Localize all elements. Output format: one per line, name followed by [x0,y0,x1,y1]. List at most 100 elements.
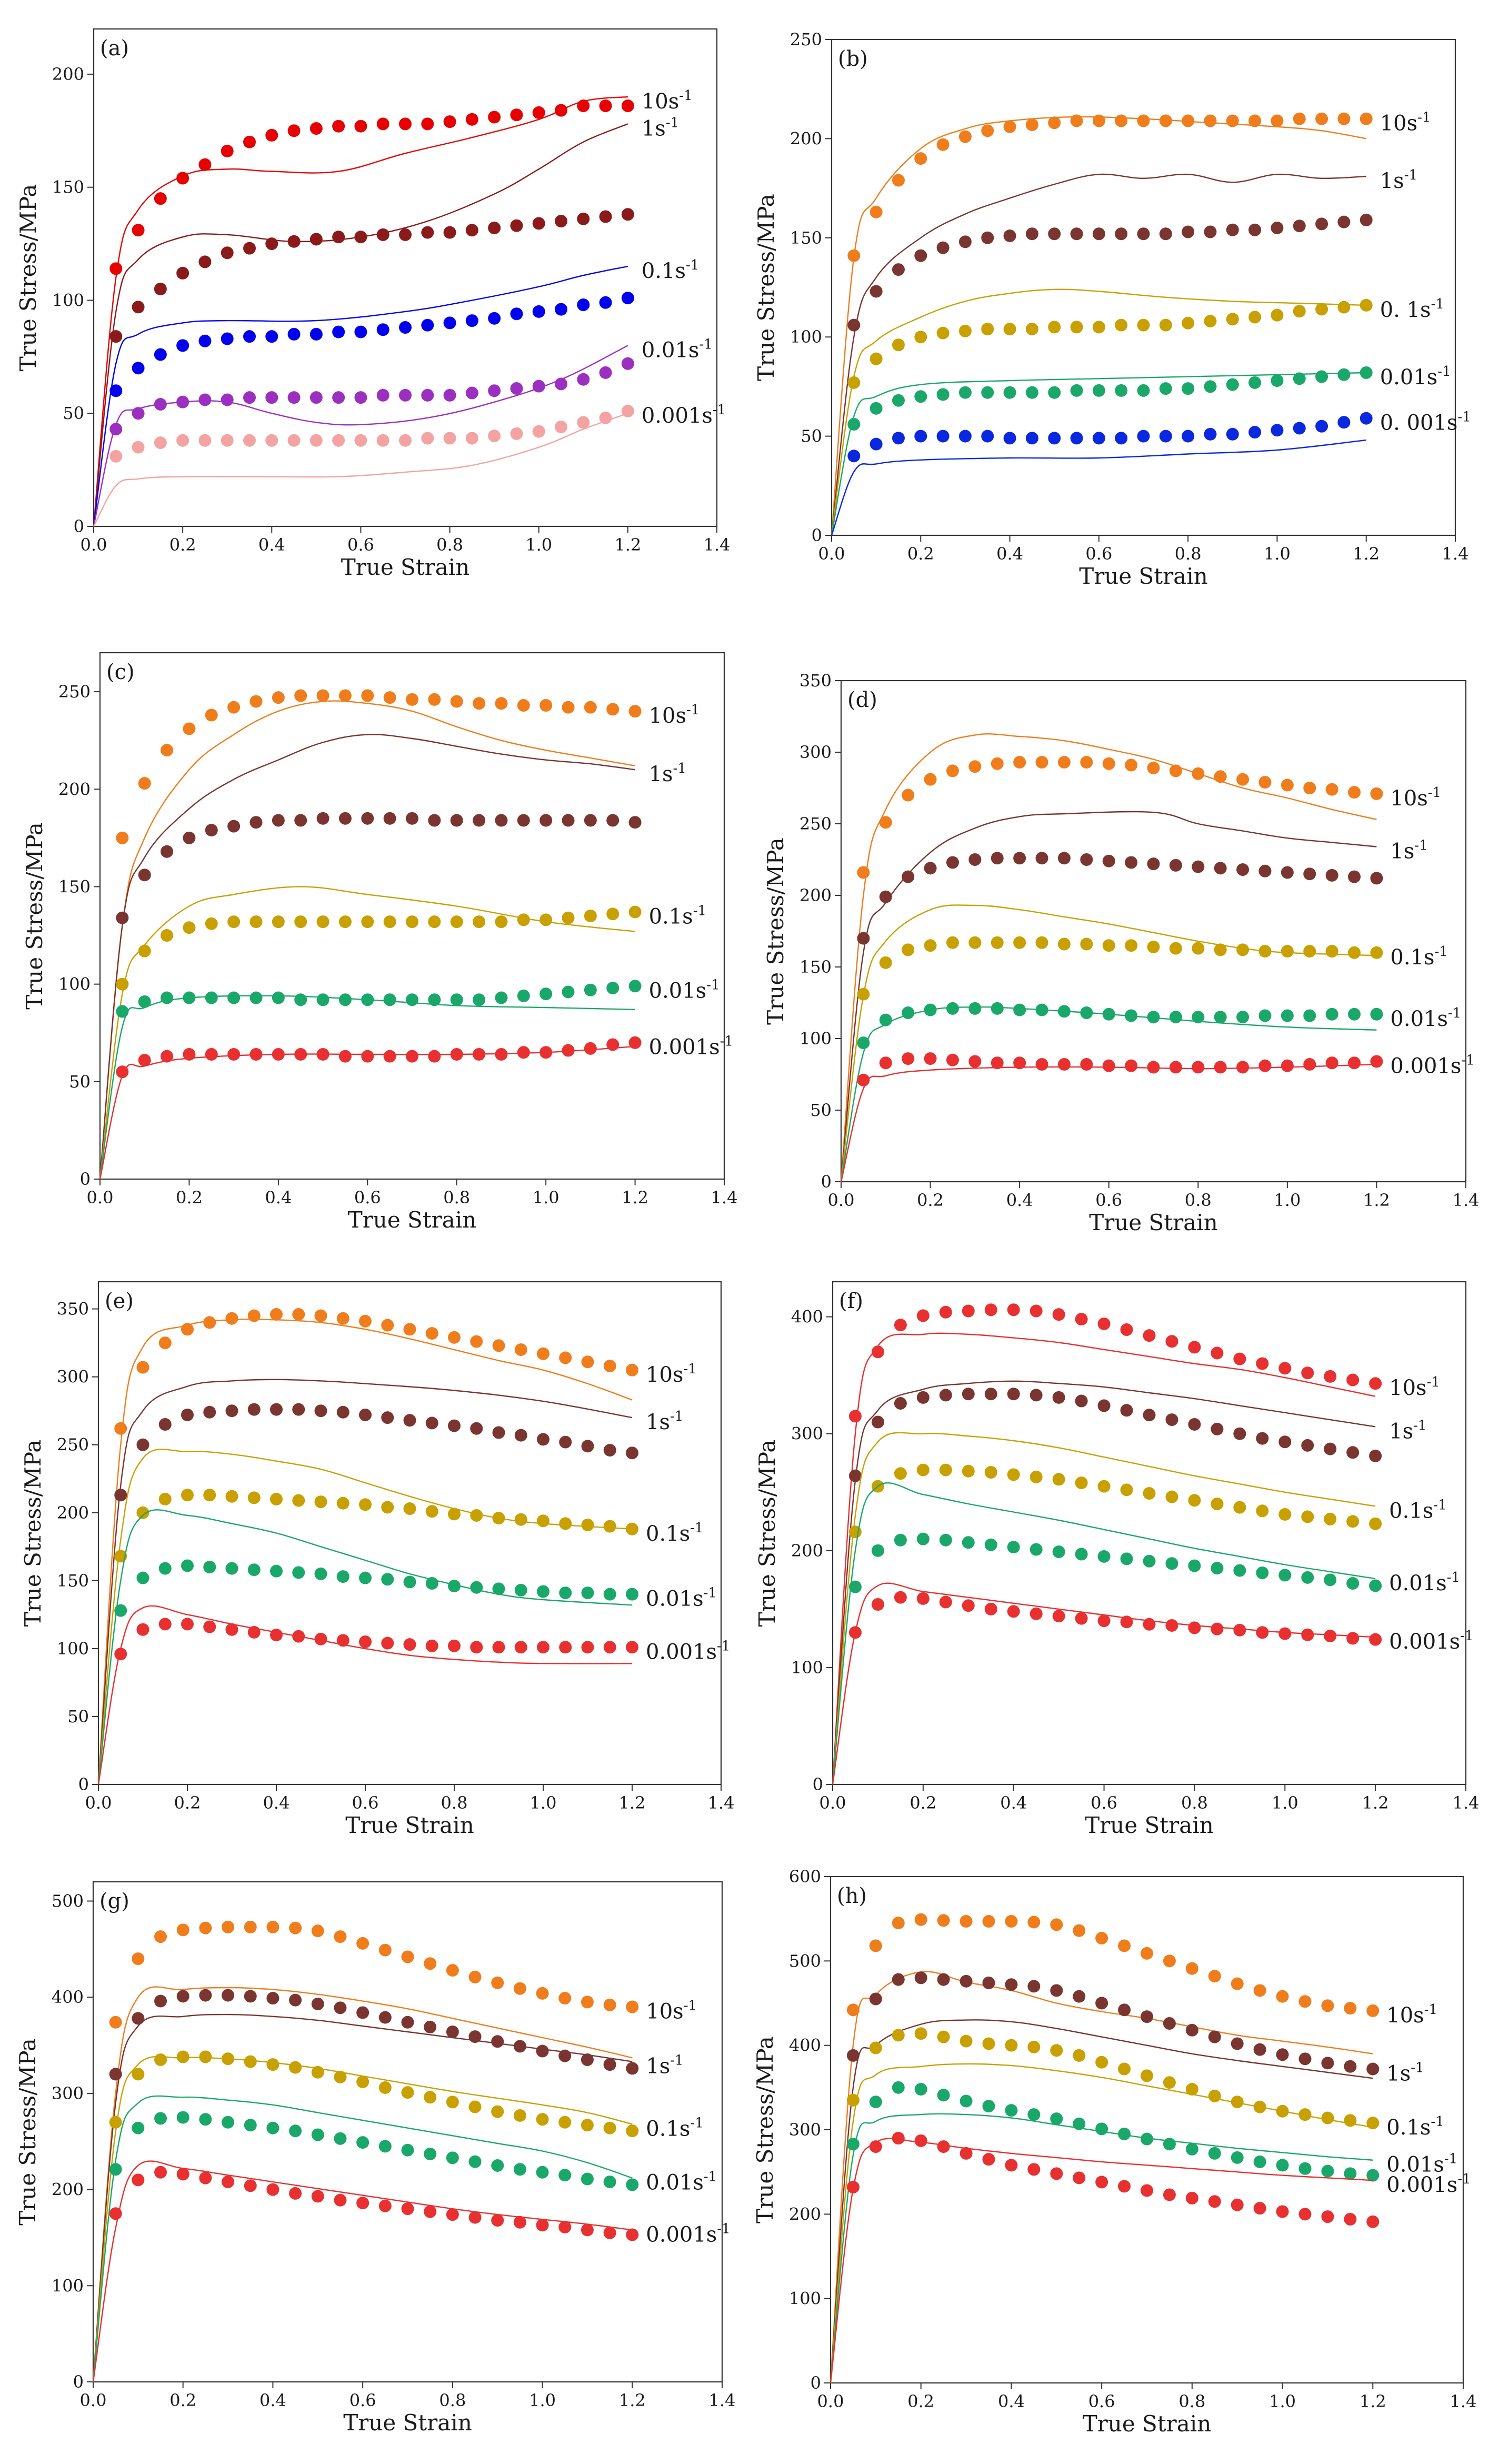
data-point [488,312,501,325]
series-2: 0.1s-1 [830,2027,1444,2383]
series-4: 0.001s-1 [832,1582,1474,1785]
data-point [584,1042,597,1055]
x-tick-label: 0.6 [1088,2391,1115,2411]
data-point [221,332,234,345]
data-point [902,1052,915,1065]
data-point [539,699,553,712]
y-tick-label: 250 [790,29,822,49]
data-point [1281,945,1294,958]
x-tick-label: 0.6 [349,2390,376,2410]
data-point [562,911,575,924]
strain-rate-label: 0.01s-1 [1390,1005,1461,1031]
strain-rate-label: 0.1s-1 [1386,2114,1444,2140]
data-point [991,936,1004,949]
data-point [536,2219,549,2232]
data-point [249,915,263,929]
series-2: 0.1s-1 [840,904,1448,1182]
data-point [154,398,167,411]
data-point [1321,2210,1334,2223]
data-point [1143,1329,1156,1342]
data-point [1370,1055,1383,1068]
data-point [1337,416,1351,429]
data-point [1095,2056,1108,2069]
x-tick-label: 0.6 [1095,1190,1122,1210]
data-point [376,228,389,241]
data-point [1163,2188,1176,2201]
data-point [199,1989,212,2002]
data-point [450,915,463,929]
data-point [314,1404,327,1418]
data-point [227,1048,241,1061]
data-point [1258,1009,1272,1022]
strain-rate-label-base: 0.001s [1386,2173,1457,2197]
x-tick-label: 0.2 [917,1190,944,1210]
data-point [406,812,418,825]
y-tick-label: 500 [789,1951,821,1971]
data-point [1366,2215,1380,2228]
y-tick-label: 100 [52,2276,84,2296]
data-point [1248,311,1262,324]
x-tick-label: 1.2 [614,535,641,555]
data-point [1346,1577,1360,1590]
data-point [1102,854,1115,867]
data-point [879,1013,892,1026]
data-point [1165,1619,1178,1632]
data-point [401,2016,414,2029]
data-point [1013,1056,1026,1070]
strain-rate-label: 0.01s-1 [649,977,720,1003]
data-point [401,2143,414,2157]
data-point [584,701,597,714]
data-point [309,434,323,447]
data-point [536,1987,549,2000]
plot-frame [99,652,725,1180]
data-point [1080,853,1093,866]
data-point [510,382,523,395]
data-point [401,1950,414,1963]
data-point [443,316,456,330]
x-tick-label: 1.4 [1450,2391,1477,2411]
data-point [1120,1615,1133,1629]
model-curve [830,2063,1373,2383]
data-point [376,388,389,402]
data-point [132,441,145,454]
data-point [272,691,285,704]
data-point [1035,756,1048,769]
data-point [879,816,892,829]
data-point [871,1345,884,1359]
data-point [1271,424,1284,437]
strain-rate-label-exponent: -1 [704,1585,717,1601]
data-point [1050,2167,1063,2180]
data-point [603,1588,616,1601]
data-point [939,1533,952,1547]
data-point [869,2096,882,2109]
series-4: 0.001s-1 [830,2132,1471,2383]
data-point [361,689,374,702]
data-point [1258,1059,1272,1072]
data-point [581,1519,594,1532]
data-point [517,814,530,827]
panel-label: (e) [105,1289,134,1313]
data-point [894,1319,907,1332]
strain-rate-label-base: 0. 001s [1380,411,1458,435]
data-point [892,394,905,407]
data-point [892,2132,905,2145]
data-point [1346,1632,1360,1645]
data-point [1226,223,1239,236]
data-point [962,1304,975,1318]
x-tick-label: 1.0 [530,1793,557,1813]
model-curve [832,1482,1376,1785]
data-point [287,391,301,404]
data-point [1214,770,1227,783]
y-tick-label: 500 [52,1891,84,1911]
strain-rate-label-base: 0.001s [642,404,713,428]
data-point [225,1562,238,1575]
panel-c: 0.0 0.2 0.4 0.6 0.8 1.0 1.2 1.4 0 50 100 150 200 250 T… [22,652,737,1233]
data-point [309,327,323,341]
data-point [381,1573,394,1586]
data-point [1360,412,1373,425]
data-point [176,2111,189,2124]
data-point [968,1002,982,1015]
data-point [244,2179,257,2192]
data-point [581,1440,594,1453]
data-point [199,2113,212,2126]
